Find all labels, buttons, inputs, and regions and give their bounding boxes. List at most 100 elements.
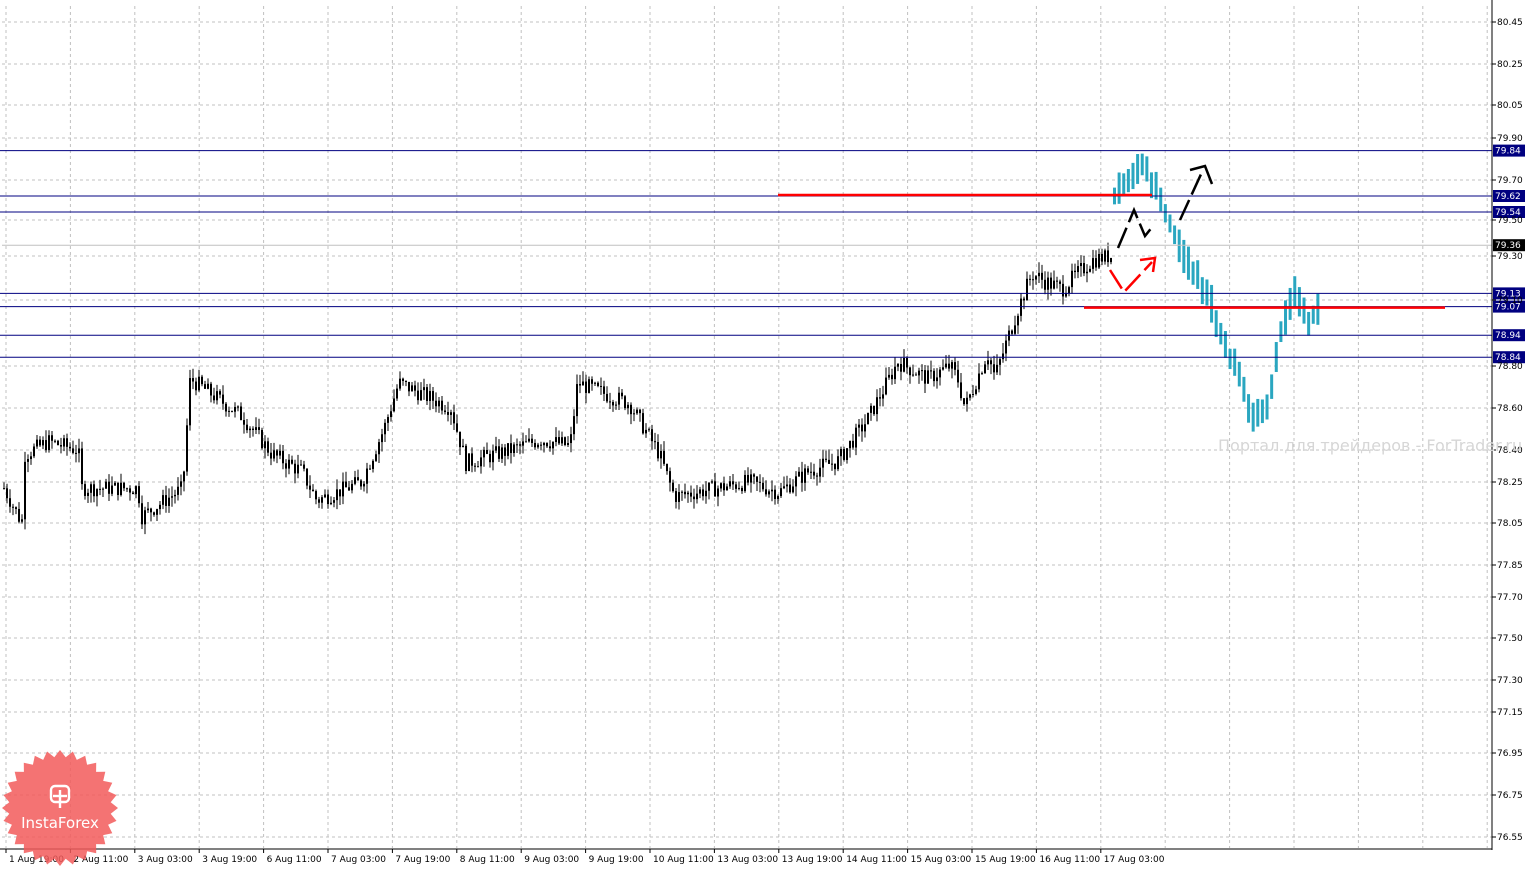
candle-body [849, 440, 851, 449]
time-tick-label: 16 Aug 11:00 [1039, 855, 1100, 865]
candle-body [291, 459, 293, 464]
candle-body [444, 410, 446, 412]
candle-body [840, 449, 842, 457]
candle-body [711, 481, 713, 483]
candle-body [258, 427, 260, 430]
candle-body [906, 357, 908, 368]
instaforex-logo[interactable]: InstaForex [2, 750, 118, 866]
candle-body [468, 453, 470, 471]
candle-body [795, 476, 797, 487]
candle-body [87, 492, 89, 496]
candle-body [618, 392, 620, 405]
candle-body [384, 422, 386, 435]
bullish-arrow-first [1116, 206, 1154, 249]
candle-body [942, 367, 944, 370]
candle-body [879, 397, 881, 399]
time-tick-label: 15 Aug 03:00 [911, 855, 972, 865]
candle-body [1089, 268, 1091, 272]
candle-body [126, 488, 128, 490]
candle-body [210, 383, 212, 396]
candle-body [432, 391, 434, 401]
level-tag-label: 79.07 [1495, 303, 1521, 313]
candle-body [420, 390, 422, 401]
projection-bar [1136, 154, 1140, 184]
candle-body [450, 412, 452, 415]
candle-body [609, 401, 611, 403]
candle-body [213, 395, 215, 401]
candle-body [153, 512, 155, 515]
candle-body [747, 474, 749, 483]
candle-body [495, 446, 497, 451]
level-lines [0, 150, 1492, 358]
candle-body [648, 429, 650, 431]
price-tick-label: 79.50 [1497, 216, 1523, 226]
candle-body [930, 370, 932, 372]
candle-body [174, 494, 176, 497]
candle-body [915, 374, 917, 376]
candle-body [12, 506, 14, 508]
projection-bar [1288, 287, 1292, 320]
plot-frame [0, 0, 1493, 850]
candle-body [1062, 283, 1064, 297]
candle-body [1071, 270, 1073, 288]
candle-body [312, 489, 314, 492]
candle-body [246, 424, 248, 431]
projection-bars [1113, 153, 1320, 432]
current-price-label: 79.36 [1495, 241, 1521, 251]
candle-body [750, 474, 752, 483]
level-tag-label: 79.54 [1495, 208, 1521, 218]
candle-body [567, 443, 569, 445]
level-tag-label: 79.13 [1495, 289, 1521, 299]
candle-body [579, 384, 581, 386]
candle-body [372, 460, 374, 469]
candle-body [543, 442, 545, 446]
candle-body [285, 463, 287, 469]
candle-body [75, 452, 77, 454]
candle-body [99, 488, 101, 490]
projection-bar [1163, 204, 1167, 223]
projection-bar [1219, 322, 1223, 345]
candle-body [852, 440, 854, 448]
candle-body [165, 495, 167, 506]
candle-body [804, 468, 806, 483]
candle-body [36, 439, 38, 447]
candle-body [168, 497, 170, 506]
price-tick-label: 77.85 [1497, 561, 1523, 571]
candle-body [936, 377, 938, 382]
candle-body [66, 438, 68, 447]
candle-body [51, 435, 53, 441]
candle-body [606, 393, 608, 402]
candle-body [264, 441, 266, 449]
candle-body [108, 481, 110, 494]
candle-body [624, 396, 626, 409]
candle-body [585, 381, 587, 393]
candle-body [897, 363, 899, 367]
candle-body [363, 483, 365, 487]
candle-body [678, 492, 680, 502]
projection-bar [1117, 172, 1121, 204]
candle-body [597, 382, 599, 386]
projection-bar [1247, 394, 1251, 423]
candle-body [708, 482, 710, 491]
candle-body [561, 437, 563, 444]
time-tick-label: 3 Aug 19:00 [202, 855, 257, 865]
candle-body [954, 362, 956, 370]
time-tick-label: 2 Aug 11:00 [73, 855, 128, 865]
projection-bar [1284, 300, 1288, 335]
candle-body [900, 363, 902, 372]
candle-body [837, 456, 839, 470]
projection-bar [1302, 297, 1306, 324]
price-tick-label: 78.40 [1497, 446, 1523, 456]
projection-bar [1228, 348, 1232, 370]
candle-body [57, 440, 59, 446]
candle-body [822, 458, 824, 468]
candle-body [18, 508, 20, 522]
projection-bar [1126, 169, 1130, 193]
projection-bar [1182, 239, 1186, 274]
candle-body [150, 508, 152, 513]
candle-body [396, 388, 398, 399]
candle-body [600, 385, 602, 387]
price-tick-label: 80.05 [1497, 101, 1523, 111]
